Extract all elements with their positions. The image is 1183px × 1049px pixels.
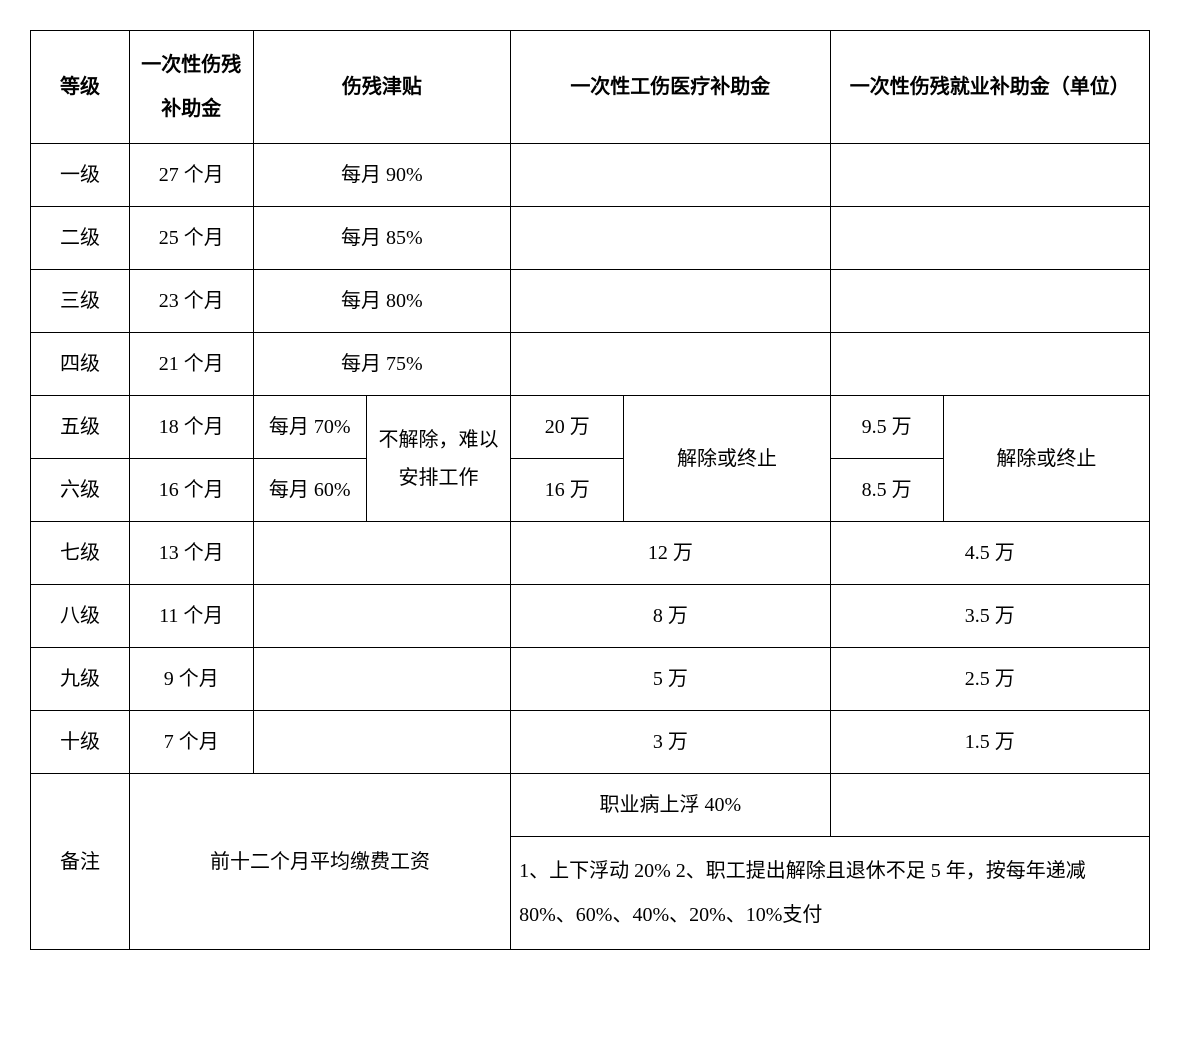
cell-allowance: 每月 80% — [253, 270, 511, 333]
cell-level: 一级 — [31, 144, 130, 207]
cell-medical: 20 万 — [511, 396, 624, 459]
table-header-row: 等级 一次性伤残补助金 伤残津贴 一次性工伤医疗补助金 一次性伤残就业补助金（单… — [31, 31, 1150, 144]
cell-employment: 1.5 万 — [830, 711, 1149, 774]
cell-medical: 16 万 — [511, 459, 624, 522]
table-row: 一级 27 个月 每月 90% — [31, 144, 1150, 207]
cell-employment: 9.5 万 — [830, 396, 943, 459]
notes-label: 备注 — [31, 774, 130, 950]
notes-row: 备注 前十二个月平均缴费工资 职业病上浮 40% — [31, 774, 1150, 837]
cell-medical: 3 万 — [511, 711, 830, 774]
cell-allowance-empty — [253, 585, 511, 648]
cell-medical-empty — [511, 207, 830, 270]
cell-allowance-empty — [253, 648, 511, 711]
compensation-table: 等级 一次性伤残补助金 伤残津贴 一次性工伤医疗补助金 一次性伤残就业补助金（单… — [30, 30, 1150, 950]
cell-lump: 23 个月 — [129, 270, 253, 333]
cell-lump: 13 个月 — [129, 522, 253, 585]
cell-lump: 7 个月 — [129, 711, 253, 774]
table-row: 九级 9 个月 5 万 2.5 万 — [31, 648, 1150, 711]
cell-level: 四级 — [31, 333, 130, 396]
cell-lump: 25 个月 — [129, 207, 253, 270]
cell-medical-empty — [511, 270, 830, 333]
cell-level: 八级 — [31, 585, 130, 648]
cell-medical-empty — [511, 333, 830, 396]
cell-allowance-empty — [253, 522, 511, 585]
cell-medical: 5 万 — [511, 648, 830, 711]
cell-medical: 12 万 — [511, 522, 830, 585]
table-row: 七级 13 个月 12 万 4.5 万 — [31, 522, 1150, 585]
cell-level: 六级 — [31, 459, 130, 522]
header-lump-sum: 一次性伤残补助金 — [129, 31, 253, 144]
table-row: 十级 7 个月 3 万 1.5 万 — [31, 711, 1150, 774]
cell-employment-condition: 解除或终止 — [943, 396, 1149, 522]
table-row: 二级 25 个月 每月 85% — [31, 207, 1150, 270]
cell-allowance: 每月 90% — [253, 144, 511, 207]
header-medical: 一次性工伤医疗补助金 — [511, 31, 830, 144]
cell-medical: 8 万 — [511, 585, 830, 648]
cell-employment: 8.5 万 — [830, 459, 943, 522]
cell-employment: 4.5 万 — [830, 522, 1149, 585]
table-row: 三级 23 个月 每月 80% — [31, 270, 1150, 333]
cell-lump: 21 个月 — [129, 333, 253, 396]
table-row: 八级 11 个月 8 万 3.5 万 — [31, 585, 1150, 648]
cell-lump: 27 个月 — [129, 144, 253, 207]
cell-employment: 2.5 万 — [830, 648, 1149, 711]
cell-allowance-empty — [253, 711, 511, 774]
cell-level: 三级 — [31, 270, 130, 333]
cell-allowance: 每月 85% — [253, 207, 511, 270]
cell-employment-empty — [830, 207, 1149, 270]
header-level: 等级 — [31, 31, 130, 144]
table-row: 四级 21 个月 每月 75% — [31, 333, 1150, 396]
cell-allowance-condition: 不解除，难以安排工作 — [366, 396, 510, 522]
cell-medical-condition: 解除或终止 — [624, 396, 830, 522]
cell-allowance: 每月 70% — [253, 396, 366, 459]
cell-allowance: 每月 60% — [253, 459, 366, 522]
cell-lump: 11 个月 — [129, 585, 253, 648]
cell-level: 二级 — [31, 207, 130, 270]
cell-medical-empty — [511, 144, 830, 207]
cell-level: 七级 — [31, 522, 130, 585]
notes-occupational: 职业病上浮 40% — [511, 774, 830, 837]
cell-lump: 18 个月 — [129, 396, 253, 459]
cell-lump: 9 个月 — [129, 648, 253, 711]
notes-empty — [830, 774, 1149, 837]
table-row: 五级 18 个月 每月 70% 不解除，难以安排工作 20 万 解除或终止 9.… — [31, 396, 1150, 459]
cell-employment-empty — [830, 270, 1149, 333]
cell-level: 十级 — [31, 711, 130, 774]
cell-level: 五级 — [31, 396, 130, 459]
cell-allowance: 每月 75% — [253, 333, 511, 396]
notes-base-salary: 前十二个月平均缴费工资 — [129, 774, 510, 950]
header-employment: 一次性伤残就业补助金（单位） — [830, 31, 1149, 144]
cell-level: 九级 — [31, 648, 130, 711]
cell-employment-empty — [830, 144, 1149, 207]
cell-employment-empty — [830, 333, 1149, 396]
cell-lump: 16 个月 — [129, 459, 253, 522]
notes-detail: 1、上下浮动 20% 2、职工提出解除且退休不足 5 年，按每年递减 80%、6… — [511, 837, 1150, 950]
cell-employment: 3.5 万 — [830, 585, 1149, 648]
header-allowance: 伤残津贴 — [253, 31, 511, 144]
